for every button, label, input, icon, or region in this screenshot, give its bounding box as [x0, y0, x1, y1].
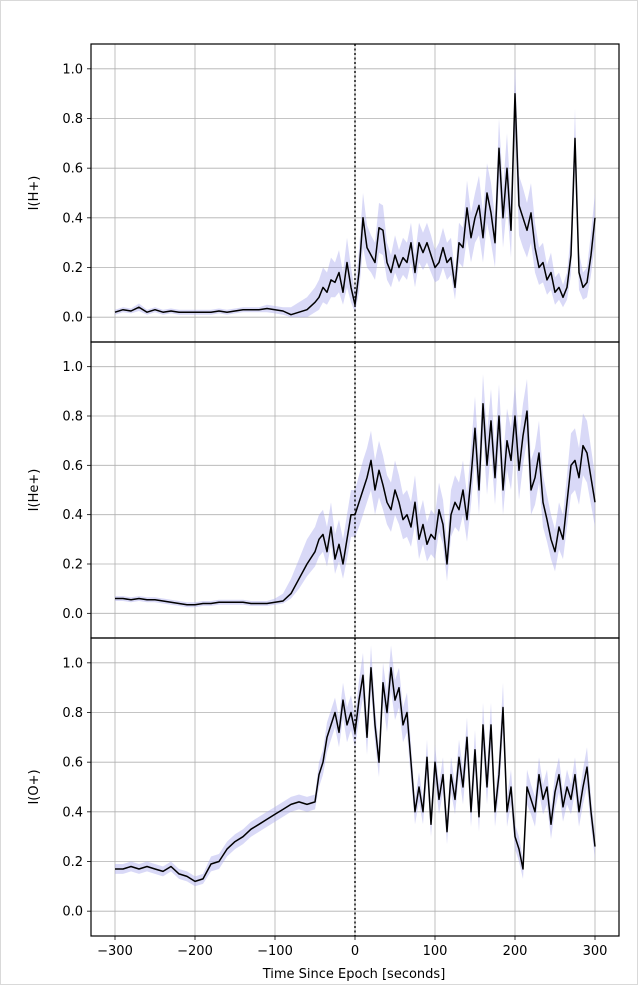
y-tick-label-3: 0.6: [62, 459, 83, 474]
panel-he-plus: 0.0 0.2 0.4 0.6 0.8 1.0 I(He+): [27, 341, 620, 639]
y-tick-label-4: 0.8: [62, 706, 83, 721]
x-tick-label-5: 200: [503, 944, 528, 959]
x-tick-label-2: −100: [257, 944, 293, 959]
y-tick-label-1: 0.2: [62, 558, 83, 573]
y-tick-label-5: 1.0: [62, 360, 83, 375]
y-tick-label-3: 0.6: [62, 756, 83, 771]
x-tick-label-3: 0: [351, 944, 359, 959]
panel-h-plus: 0.0 0.2 0.4 0.6 0.8 1.0 I(H+): [27, 43, 620, 343]
y-tick-label-2: 0.4: [62, 211, 83, 226]
y-tick-label-1: 0.2: [62, 855, 83, 870]
y-tick-label-2: 0.4: [62, 508, 83, 523]
series-line: [115, 667, 596, 883]
x-axis-label: Time Since Epoch [seconds]: [262, 967, 446, 982]
y-tick-label-5: 1.0: [62, 656, 83, 671]
y-axis-label: I(H+): [27, 176, 42, 211]
y-tick-label-2: 0.4: [62, 805, 83, 820]
y-tick-label-3: 0.6: [62, 162, 83, 177]
series-line: [115, 402, 596, 606]
x-tick-label-0: −300: [97, 944, 133, 959]
uncertainty-band: [115, 63, 595, 318]
x-tick-label-4: 100: [423, 944, 448, 959]
y-tick-label-1: 0.2: [62, 261, 83, 276]
y-tick-label-4: 0.8: [62, 410, 83, 425]
y-tick-label-4: 0.8: [62, 112, 83, 127]
x-tick-label-6: 300: [583, 944, 608, 959]
y-tick-label-0: 0.0: [62, 607, 83, 622]
y-tick-label-5: 1.0: [62, 62, 83, 77]
y-tick-label-0: 0.0: [62, 311, 83, 326]
series-line: [114, 92, 596, 316]
y-axis-label: I(O+): [27, 769, 42, 804]
y-axis-label: I(He+): [27, 469, 42, 512]
x-tick-label-1: −200: [177, 944, 213, 959]
y-tick-label-0: 0.0: [62, 905, 83, 920]
panel-o-plus: 0.0 0.2 0.4 0.6 0.8 1.0 I(O+) −300 −200 −100 0 100 2…: [27, 637, 620, 959]
